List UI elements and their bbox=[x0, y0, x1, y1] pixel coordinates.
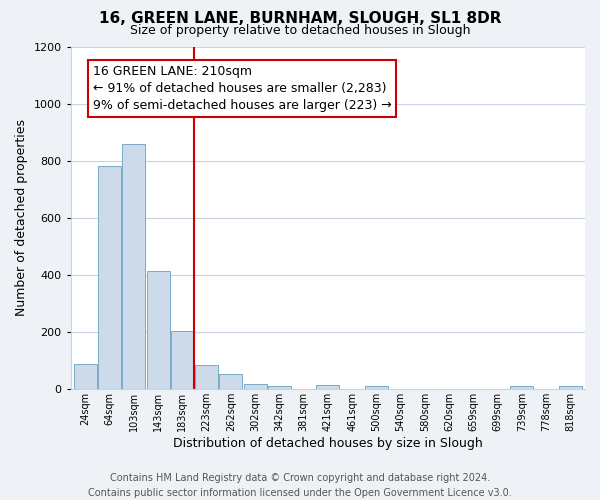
Bar bbox=[365, 386, 388, 390]
Text: Contains HM Land Registry data © Crown copyright and database right 2024.
Contai: Contains HM Land Registry data © Crown c… bbox=[88, 472, 512, 498]
Y-axis label: Number of detached properties: Number of detached properties bbox=[15, 120, 28, 316]
Bar bbox=[171, 330, 194, 390]
Bar bbox=[268, 386, 291, 390]
Bar bbox=[195, 365, 218, 390]
Bar bbox=[316, 385, 340, 390]
Bar bbox=[74, 364, 97, 390]
Bar bbox=[244, 384, 266, 390]
Bar bbox=[122, 144, 145, 390]
Bar bbox=[98, 166, 121, 390]
Bar bbox=[559, 386, 582, 390]
Text: Size of property relative to detached houses in Slough: Size of property relative to detached ho… bbox=[130, 24, 470, 37]
Bar bbox=[146, 270, 170, 390]
Text: 16 GREEN LANE: 210sqm
← 91% of detached houses are smaller (2,283)
9% of semi-de: 16 GREEN LANE: 210sqm ← 91% of detached … bbox=[92, 65, 391, 112]
X-axis label: Distribution of detached houses by size in Slough: Distribution of detached houses by size … bbox=[173, 437, 483, 450]
Bar bbox=[219, 374, 242, 390]
Bar bbox=[511, 386, 533, 390]
Text: 16, GREEN LANE, BURNHAM, SLOUGH, SL1 8DR: 16, GREEN LANE, BURNHAM, SLOUGH, SL1 8DR bbox=[99, 11, 501, 26]
